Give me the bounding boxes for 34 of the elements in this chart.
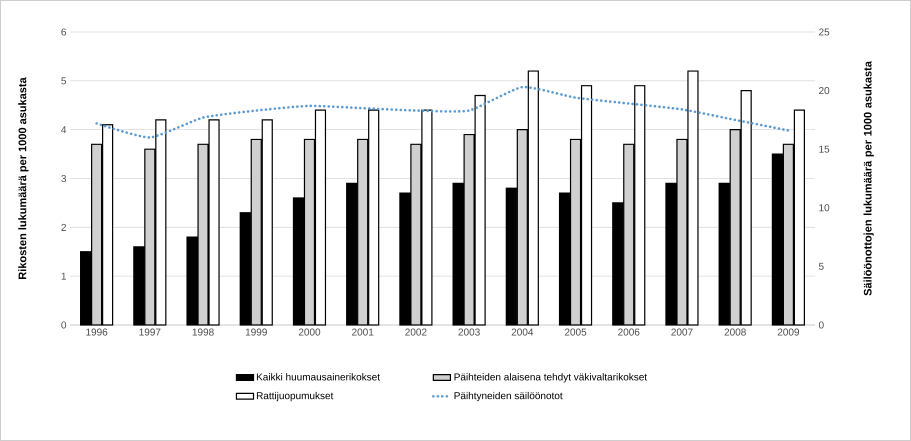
y-tick-label: 6 [61, 28, 66, 36]
x-tick-label: 2008 [724, 328, 746, 336]
y-tick-label: 0 [61, 321, 66, 329]
y2-tick-label: 5 [818, 262, 824, 270]
line-series [95, 86, 790, 139]
legend-label: Kaikki huumausainerikokset [256, 373, 380, 380]
y-axis-title: Rikosten lukumäärä per 1000 asukasta [18, 77, 28, 279]
y2-tick-label: 10 [819, 204, 830, 212]
x-tick-label: 2007 [671, 328, 693, 336]
y2-tick-label: 15 [819, 146, 830, 153]
legend-label: Päihtyneiden säilöönotot [454, 392, 563, 402]
x-tick-label: 1999 [246, 328, 267, 336]
x-tick-label: 2001 [352, 328, 374, 336]
x-tick-label: 1998 [192, 328, 214, 336]
y-tick-label: 3 [61, 174, 66, 182]
y2-tick-label: 20 [819, 87, 830, 94]
y2-axis-title: Säilöönottojen lukumäärä per 1000 asukasta [864, 61, 874, 296]
x-tick-label: 2000 [298, 328, 320, 336]
y2-tick-label: 25 [819, 28, 830, 36]
x-tick-label: 2004 [512, 328, 534, 336]
y-tick-label: 5 [61, 77, 66, 84]
x-tick-label: 1997 [139, 328, 160, 336]
y-tick-label: 1 [62, 272, 66, 280]
x-tick-label: 2003 [458, 328, 480, 336]
y-tick-label: 2 [61, 224, 66, 231]
legend-label: Päihteiden alaisena tehdyt väkivaltarikokset [454, 373, 648, 382]
legend-label: Rattijuopumukset [256, 392, 334, 402]
y2-tick-label: 0 [818, 321, 824, 329]
y-tick-label: 4 [61, 126, 66, 134]
x-tick-label: 2009 [778, 328, 800, 336]
x-tick-label: 1996 [86, 328, 108, 336]
x-tick-label: 2005 [564, 328, 586, 336]
x-tick-label: 2002 [405, 328, 427, 336]
x-tick-label: 2006 [618, 328, 640, 336]
